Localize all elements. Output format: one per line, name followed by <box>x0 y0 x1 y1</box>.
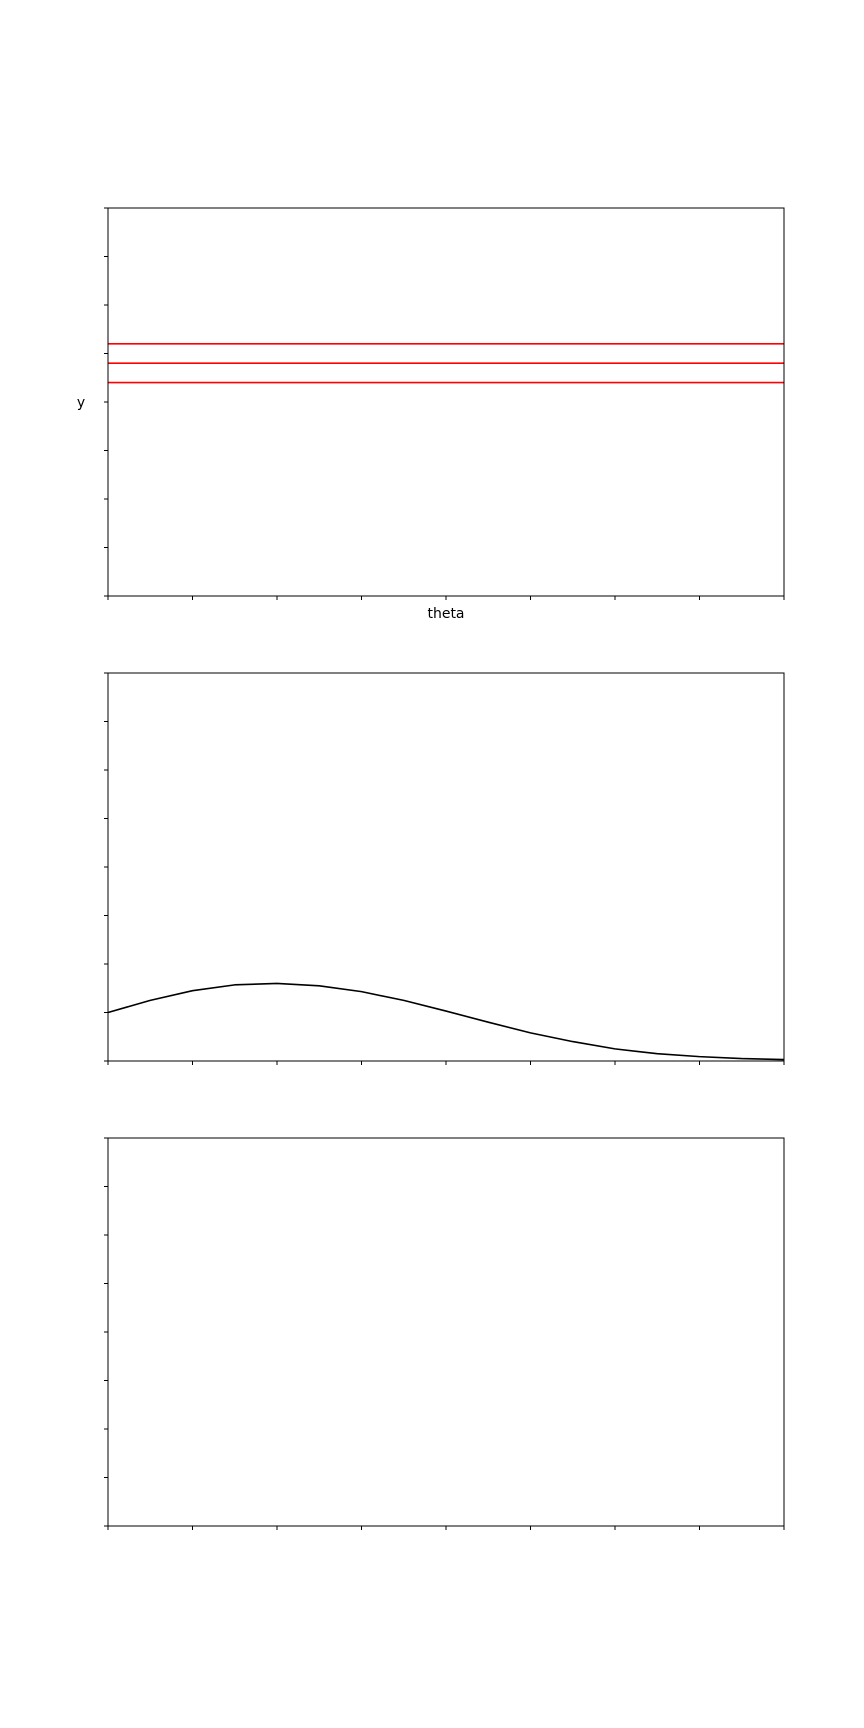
top-panel: theta y <box>77 207 785 622</box>
y-axis-label: y <box>77 395 85 411</box>
series-line-1 <box>107 982 785 1061</box>
plot-frame <box>107 1137 785 1527</box>
bottom-panel <box>104 1137 785 1530</box>
middle-panel <box>104 672 785 1065</box>
plot-frame <box>107 672 785 1062</box>
plot-frame <box>107 207 785 597</box>
x-axis-label: theta <box>427 606 464 622</box>
